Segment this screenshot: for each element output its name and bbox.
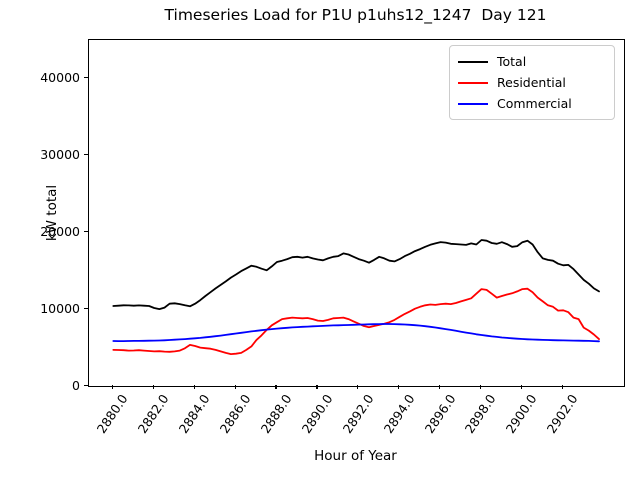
x-tick-label: 2896.0 <box>421 391 459 437</box>
x-tick-label: 2886.0 <box>216 391 254 437</box>
legend-item-total: Total <box>458 51 606 72</box>
legend-line-swatch <box>458 60 488 63</box>
x-tick-mark <box>193 385 195 389</box>
legend-line-swatch <box>458 102 488 105</box>
legend-item-commercial: Commercial <box>458 93 606 114</box>
x-tick-mark <box>439 385 441 389</box>
y-tick-mark <box>84 76 88 79</box>
y-tick-label: 0 <box>72 377 80 393</box>
x-tick-mark <box>479 385 482 389</box>
x-axis-label: Hour of Year <box>314 448 397 464</box>
y-tick-label: 20000 <box>40 223 80 239</box>
x-tick-label: 2888.0 <box>257 391 295 437</box>
x-tick-label: 2890.0 <box>298 391 336 437</box>
x-tick-label: 2880.0 <box>94 391 131 437</box>
x-tick-label: 2898.0 <box>462 391 500 437</box>
y-tick-label: 10000 <box>40 300 80 316</box>
x-tick-mark <box>316 385 318 389</box>
y-tick-mark <box>84 307 88 309</box>
chart-title: Timeseries Load for P1U p1uhs12_1247 Day… <box>164 6 547 24</box>
x-tick-mark <box>234 385 236 389</box>
x-tick-mark <box>357 385 359 389</box>
series-line-commercial <box>112 323 600 343</box>
x-tick-mark <box>111 385 114 389</box>
x-tick-label: 2892.0 <box>339 391 377 437</box>
y-tick-label: 40000 <box>40 69 80 85</box>
x-tick-mark <box>561 385 563 389</box>
plot-svg <box>112 239 600 356</box>
y-tick-mark <box>84 230 88 232</box>
legend-label: Total <box>497 54 527 69</box>
x-tick-label: 2900.0 <box>503 391 540 437</box>
series-line-total <box>112 239 600 311</box>
legend-label: Residential <box>497 75 566 90</box>
x-tick-mark <box>275 385 277 389</box>
legend: Total Residential Commercial <box>449 45 615 120</box>
x-tick-label: 2884.0 <box>175 391 213 437</box>
y-tick-label: 30000 <box>40 146 80 162</box>
y-tick-mark <box>84 153 88 156</box>
series-line-residential <box>112 287 600 356</box>
x-tick-mark <box>520 385 523 389</box>
x-tick-label: 2894.0 <box>380 391 418 437</box>
x-tick-label: 2882.0 <box>134 391 172 437</box>
x-tick-mark <box>398 385 400 389</box>
legend-item-residential: Residential <box>458 72 606 93</box>
legend-line-swatch <box>458 81 488 84</box>
legend-label: Commercial <box>497 96 572 111</box>
y-tick-mark <box>84 384 88 386</box>
x-tick-mark <box>152 385 154 389</box>
x-tick-label: 2902.0 <box>543 391 581 437</box>
